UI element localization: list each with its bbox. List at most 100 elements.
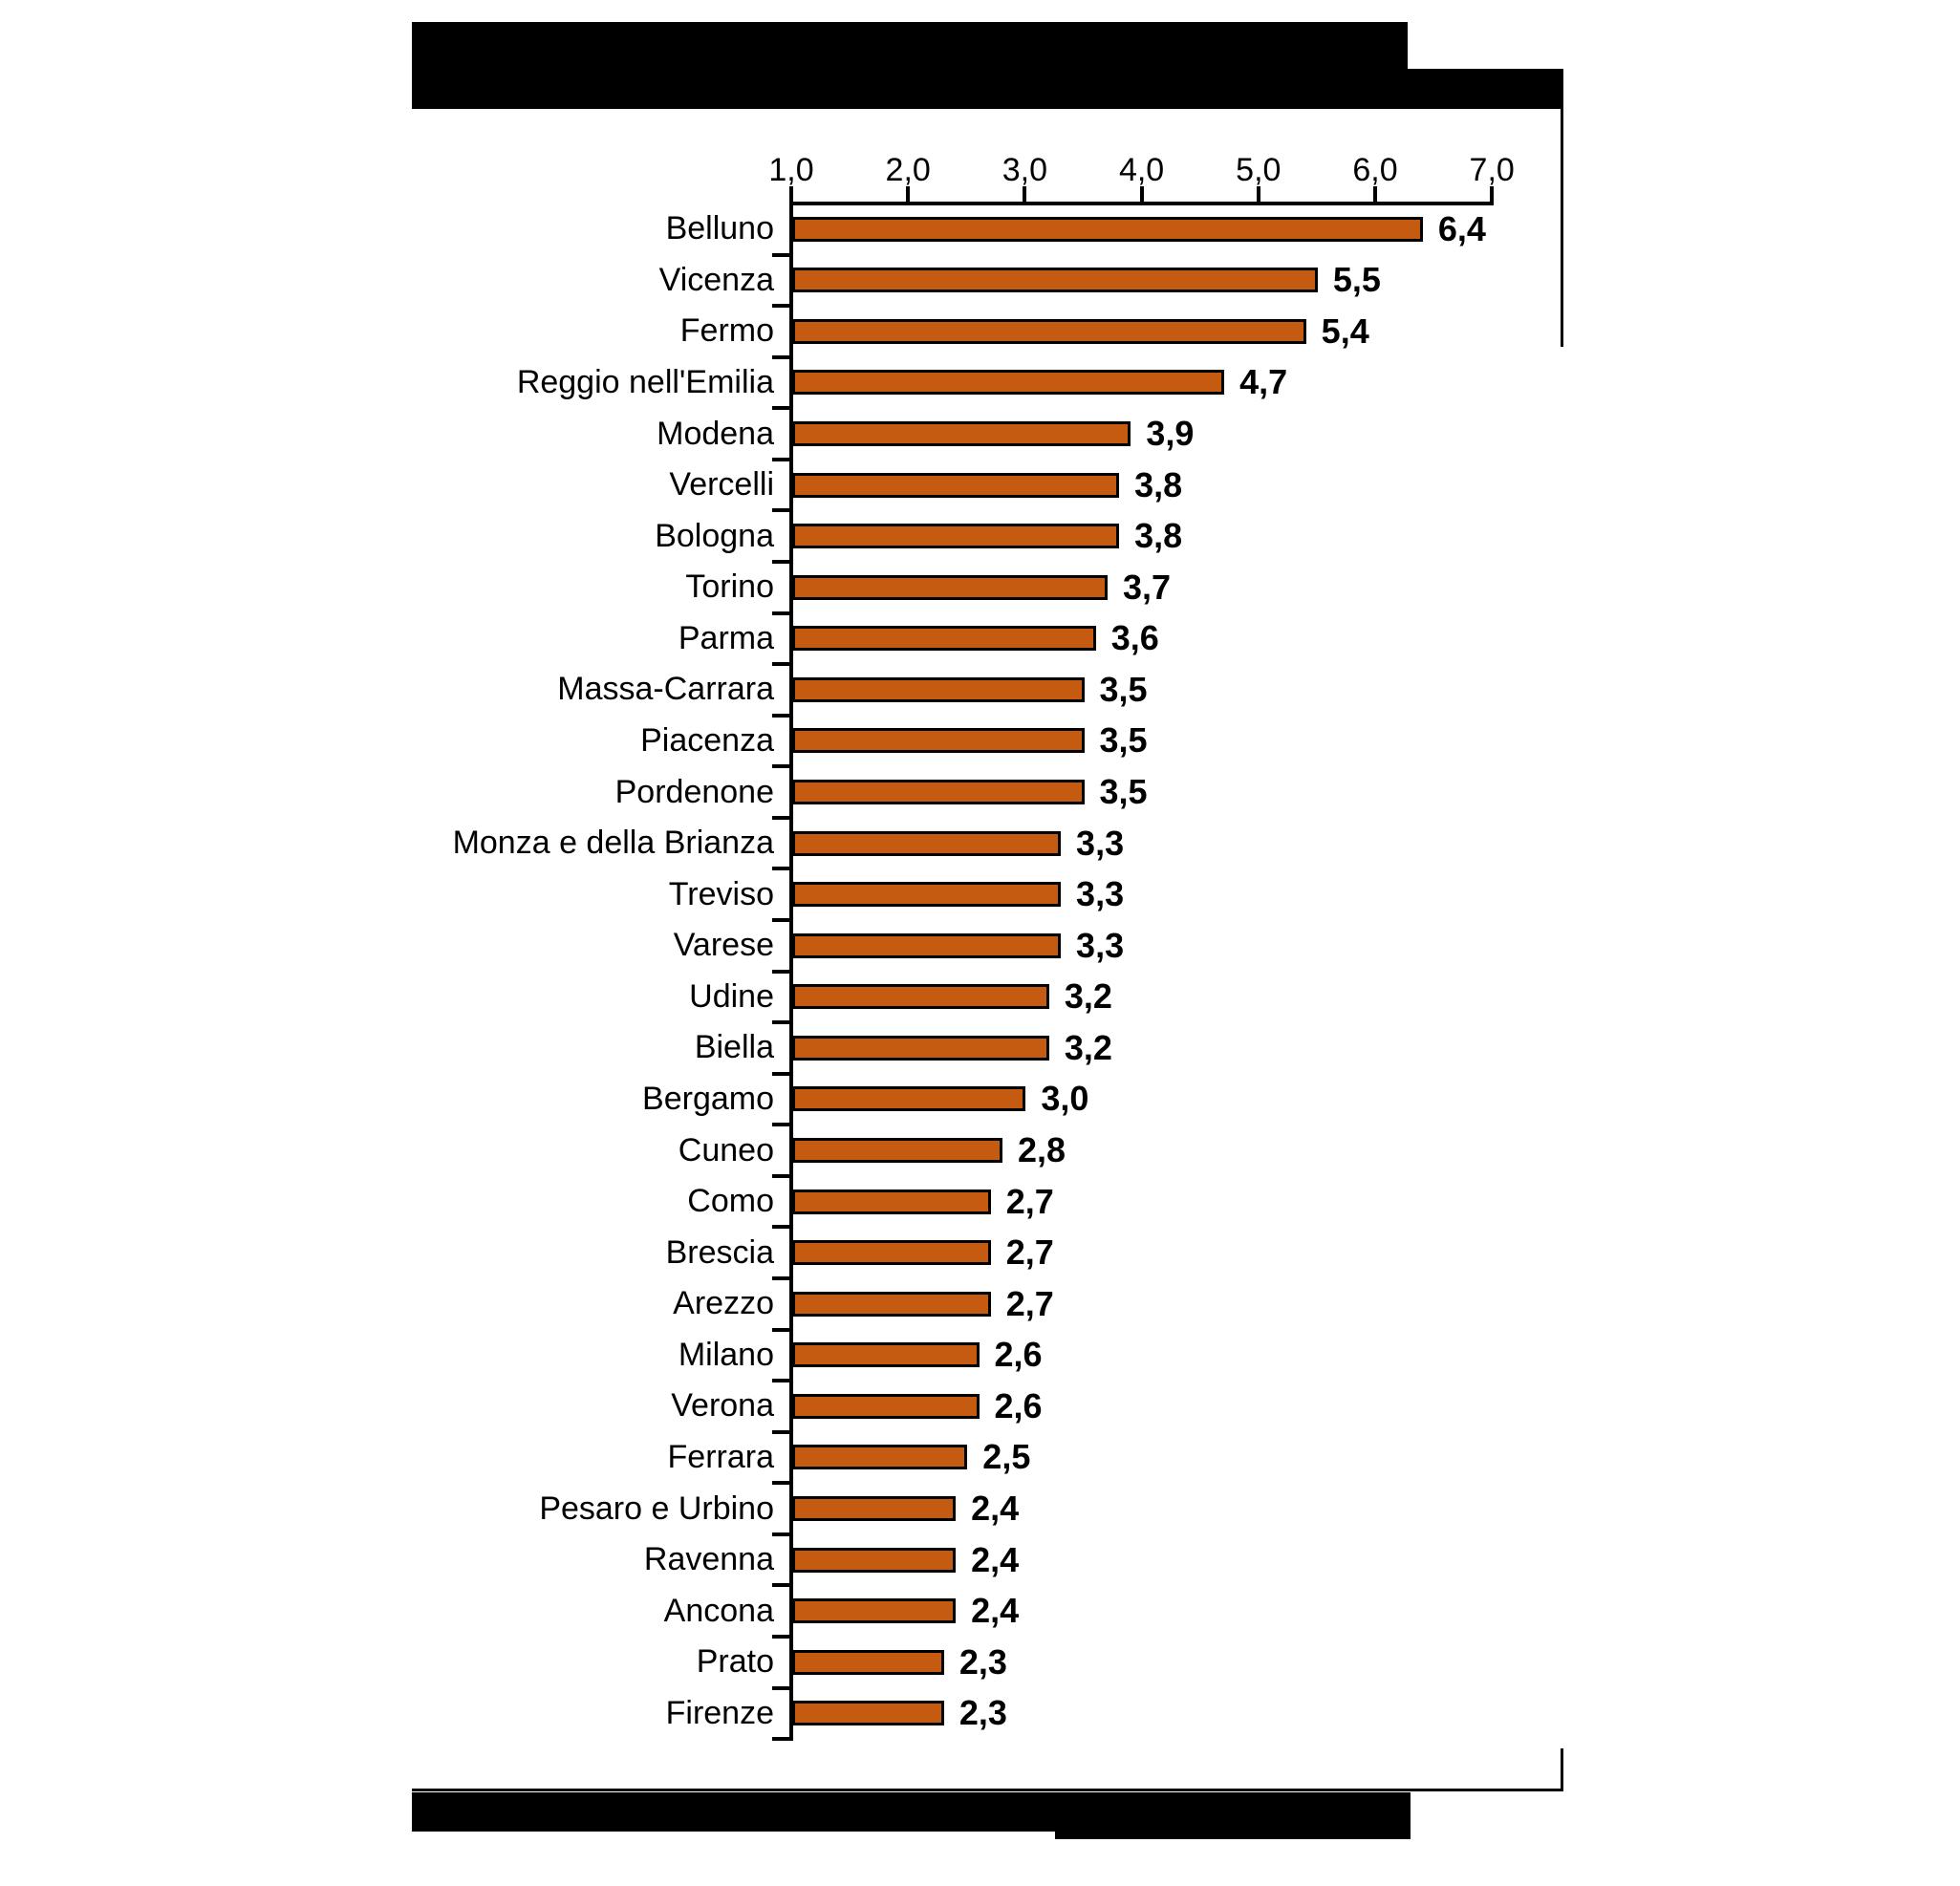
y-axis-tick <box>772 559 789 564</box>
bar <box>792 1701 944 1726</box>
bar <box>792 676 1085 702</box>
y-axis-tick <box>772 457 789 461</box>
bar <box>792 1342 980 1368</box>
x-axis-tick <box>1490 186 1495 202</box>
category-label: Monza e della Brianza <box>452 825 774 862</box>
category-label: Bologna <box>655 517 774 554</box>
x-axis-line <box>789 202 1495 205</box>
value-label: 3,8 <box>1134 464 1183 504</box>
x-tick-label: 5,0 <box>1236 152 1282 188</box>
bar <box>792 1649 944 1675</box>
category-label: Fermo <box>679 312 774 350</box>
x-tick-label: 6,0 <box>1352 152 1398 188</box>
y-axis-tick <box>772 1173 789 1178</box>
value-label: 2,3 <box>958 1641 1007 1682</box>
value-label: 3,2 <box>1064 976 1112 1017</box>
value-label: 5,4 <box>1321 311 1369 351</box>
y-axis-tick <box>772 1737 789 1742</box>
bar <box>792 1138 1002 1164</box>
bar <box>792 216 1423 242</box>
x-tick-label: 1,0 <box>768 152 814 188</box>
y-axis-tick <box>772 252 789 257</box>
value-label: 2,7 <box>1005 1181 1054 1221</box>
value-label: 3,7 <box>1122 567 1171 607</box>
value-label: 2,6 <box>994 1385 1043 1425</box>
y-axis-tick <box>772 867 789 871</box>
y-axis-tick <box>772 1327 789 1332</box>
value-label: 2,4 <box>971 1489 1020 1529</box>
value-label: 3,3 <box>1076 925 1125 965</box>
category-label: Reggio nell'Emilia <box>516 363 774 400</box>
category-label: Piacenza <box>640 721 774 759</box>
bar <box>792 984 1049 1010</box>
category-label: Massa-Carrara <box>557 671 774 708</box>
y-axis-tick <box>772 1429 789 1434</box>
bar <box>792 830 1062 856</box>
y-axis-tick <box>772 1481 789 1486</box>
y-axis-tick <box>772 1685 789 1690</box>
value-label: 2,4 <box>971 1591 1020 1631</box>
bar <box>792 728 1085 754</box>
category-label: Verona <box>671 1387 774 1425</box>
chart-frame-bottom-line <box>412 1789 1563 1791</box>
value-label: 3,2 <box>1064 1027 1112 1067</box>
category-label: Firenze <box>665 1694 774 1731</box>
category-label: Modena <box>657 415 774 452</box>
y-axis-tick <box>772 1123 789 1127</box>
category-label: Bergamo <box>642 1080 774 1117</box>
redacted-footer-block <box>412 1792 1055 1832</box>
y-axis-tick <box>772 815 789 820</box>
category-label: Parma <box>678 619 774 656</box>
y-axis-tick <box>772 611 789 615</box>
value-label: 3,3 <box>1076 874 1125 914</box>
x-tick-label: 4,0 <box>1118 152 1165 188</box>
bar <box>792 932 1062 958</box>
category-label: Pesaro e Urbino <box>539 1490 774 1527</box>
value-label: 3,5 <box>1099 772 1148 812</box>
value-label: 2,3 <box>958 1693 1007 1733</box>
value-label: 3,8 <box>1134 516 1183 556</box>
x-axis-tick <box>1256 186 1260 202</box>
x-tick-label: 7,0 <box>1469 152 1515 188</box>
value-label: 2,5 <box>982 1437 1031 1477</box>
y-axis-tick <box>772 1532 789 1536</box>
x-tick-label: 3,0 <box>1002 152 1048 188</box>
bar <box>792 1240 991 1266</box>
bar <box>792 472 1120 498</box>
bar <box>792 318 1306 344</box>
y-axis-tick <box>772 406 789 411</box>
chart-frame-right-line-top <box>1561 109 1563 347</box>
y-axis-tick <box>772 1583 789 1588</box>
bar <box>792 1598 957 1624</box>
category-label: Vercelli <box>669 466 774 504</box>
chart-frame-right-line-bottom <box>1561 1748 1563 1791</box>
y-axis-line <box>789 186 793 1742</box>
category-label: Vicenza <box>658 261 774 298</box>
y-axis-tick <box>772 1634 789 1639</box>
y-axis-tick <box>772 917 789 922</box>
bar <box>792 421 1131 447</box>
value-label: 5,5 <box>1332 260 1381 300</box>
category-label: Ravenna <box>643 1541 774 1578</box>
value-label: 3,0 <box>1041 1079 1089 1119</box>
value-label: 6,4 <box>1437 208 1486 248</box>
y-axis-tick <box>772 354 789 359</box>
category-label: Arezzo <box>673 1285 774 1322</box>
bar <box>792 1189 991 1214</box>
x-axis-tick <box>789 186 793 202</box>
value-label: 2,7 <box>1005 1232 1054 1273</box>
category-label: Cuneo <box>678 1131 774 1168</box>
bar <box>792 1086 1026 1112</box>
value-label: 4,7 <box>1239 362 1288 402</box>
x-axis-tick <box>1023 186 1027 202</box>
value-label: 3,5 <box>1099 669 1148 709</box>
value-label: 3,9 <box>1146 414 1195 454</box>
bar <box>792 1291 991 1317</box>
x-tick-label: 2,0 <box>885 152 931 188</box>
category-label: Biella <box>694 1029 774 1066</box>
value-label: 2,8 <box>1017 1130 1066 1170</box>
value-label: 3,6 <box>1110 618 1159 658</box>
bar <box>792 1547 957 1573</box>
bar <box>792 1496 957 1522</box>
